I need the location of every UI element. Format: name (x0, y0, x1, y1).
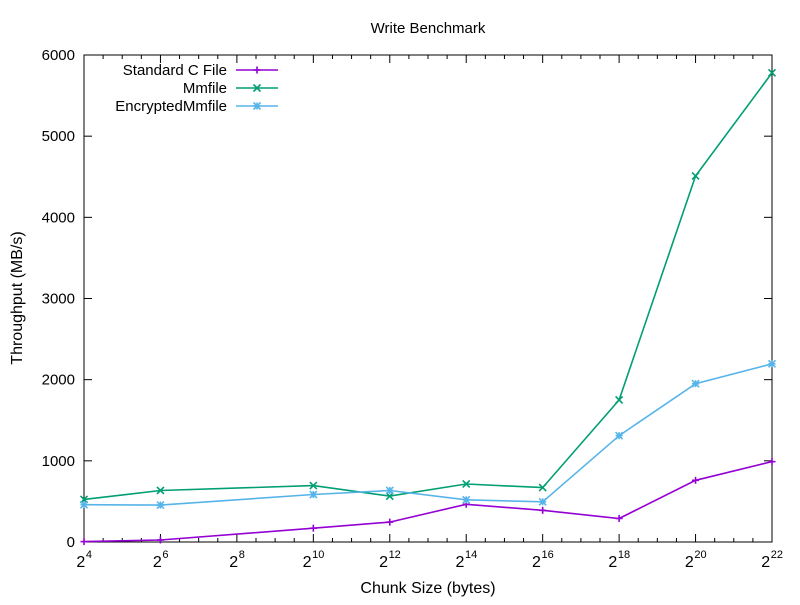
data-point (462, 479, 471, 489)
data-point (615, 514, 623, 522)
series-1 (80, 458, 776, 546)
y-axis-ticks: 0 1000 2000 3000 4000 5000 6000 (42, 47, 772, 551)
data-point (767, 68, 777, 77)
data-point (156, 536, 164, 544)
y-tick-label: 3000 (42, 291, 75, 308)
data-point (539, 506, 547, 514)
series-line (83, 72, 773, 501)
legend-swatch-marker (253, 66, 261, 74)
x-axis-ticks: 2 4 2 6 2 8 2 10 2 12 2 14 2 16 2 18 2 20 2 22 (76, 55, 783, 571)
data-point (309, 524, 317, 532)
x-axis-label: Chunk Size (bytes) (360, 580, 495, 597)
x-tick-label-exponent: 14 (465, 549, 477, 561)
x-tick-label-base: 2 (532, 554, 541, 571)
x-tick-label: 2 10 (303, 549, 325, 571)
x-tick-label-exponent: 22 (771, 549, 783, 561)
y-tick-label: 2000 (42, 372, 75, 389)
data-point (80, 538, 88, 546)
x-tick-label-exponent: 12 (389, 549, 401, 561)
series-layer (79, 68, 777, 546)
y-tick-label: 5000 (42, 128, 75, 145)
legend-label: Standard C File (123, 62, 227, 79)
legend-label: EncryptedMmfile (115, 98, 227, 115)
data-point (615, 395, 624, 405)
x-tick-label: 2 16 (532, 549, 554, 571)
data-point (462, 495, 471, 504)
x-tick-label: 2 14 (456, 549, 478, 571)
x-tick-label-exponent: 6 (162, 549, 168, 561)
series-3 (79, 359, 777, 510)
x-tick-label-base: 2 (76, 554, 85, 571)
x-tick-label-base: 2 (685, 554, 694, 571)
data-point (691, 171, 700, 181)
data-point (156, 486, 165, 495)
y-axis-label: Throughput (MB/s) (9, 231, 26, 364)
plot-frame (83, 54, 773, 543)
x-tick-label-exponent: 10 (312, 549, 324, 561)
data-point (615, 431, 624, 440)
legend-label: Mmfile (183, 80, 227, 97)
chart-title: Write Benchmark (371, 20, 486, 37)
x-tick-label-base: 2 (153, 554, 162, 571)
data-point (691, 379, 700, 388)
x-tick-label-exponent: 18 (618, 549, 630, 561)
x-tick-label-exponent: 16 (541, 549, 553, 561)
series-line (83, 460, 773, 543)
data-point (386, 518, 394, 526)
data-point (538, 497, 547, 506)
data-point (79, 500, 89, 509)
x-tick-label-base: 2 (761, 554, 770, 571)
x-tick-label-base: 2 (303, 554, 312, 571)
y-tick-label: 6000 (42, 47, 75, 64)
x-tick-label: 2 22 (761, 549, 783, 571)
series-2 (79, 68, 777, 504)
y-tick-label: 1000 (42, 453, 75, 470)
data-point (768, 458, 776, 466)
legend-swatch-marker (252, 101, 262, 111)
series-line (83, 363, 773, 506)
legend-swatch-marker (252, 83, 262, 93)
legend-item: EncryptedMmfile (115, 98, 278, 115)
data-point (309, 490, 318, 499)
y-tick-label: 4000 (42, 209, 75, 226)
data-point (309, 481, 318, 490)
data-point (767, 359, 777, 368)
data-point (156, 501, 165, 510)
x-tick-label-exponent: 4 (86, 549, 92, 561)
x-tick-label-base: 2 (229, 554, 238, 571)
x-tick-label: 2 12 (379, 549, 401, 571)
data-point (538, 483, 547, 492)
x-tick-label-exponent: 8 (239, 549, 245, 561)
x-tick-label-exponent: 20 (694, 549, 706, 561)
x-tick-label-base: 2 (608, 554, 617, 571)
x-tick-label-base: 2 (379, 554, 388, 571)
y-tick-label: 0 (67, 534, 75, 551)
x-tick-label: 2 20 (685, 549, 707, 571)
x-tick-label-base: 2 (456, 554, 465, 571)
data-point (692, 476, 700, 484)
data-point (385, 486, 394, 495)
legend-item: Mmfile (183, 80, 278, 97)
x-tick-label: 2 18 (608, 549, 630, 571)
legend-item: Standard C File (123, 62, 278, 79)
